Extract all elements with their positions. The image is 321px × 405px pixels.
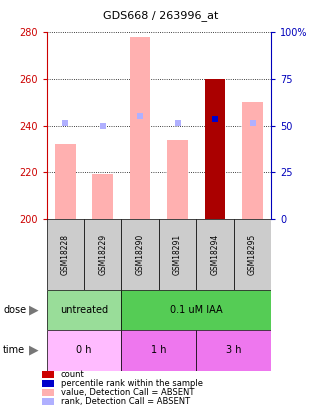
Text: GSM18290: GSM18290 [136, 234, 145, 275]
Bar [159, 219, 196, 290]
Text: 1 h: 1 h [151, 345, 167, 355]
Text: percentile rank within the sample: percentile rank within the sample [61, 379, 203, 388]
Text: 0.1 uM IAA: 0.1 uM IAA [170, 305, 223, 315]
Bar [84, 219, 121, 290]
Text: time: time [3, 345, 25, 355]
Bar [47, 290, 121, 330]
Text: GSM18294: GSM18294 [211, 234, 220, 275]
Bar [92, 175, 113, 219]
Text: count: count [61, 370, 85, 379]
Text: untreated: untreated [60, 305, 108, 315]
Text: GDS668 / 263996_at: GDS668 / 263996_at [103, 10, 218, 21]
Bar [47, 219, 84, 290]
Text: ▶: ▶ [29, 303, 39, 316]
Text: GSM18228: GSM18228 [61, 234, 70, 275]
Bar [196, 330, 271, 371]
Bar [47, 330, 121, 371]
Text: ▶: ▶ [29, 344, 39, 357]
Text: 3 h: 3 h [226, 345, 241, 355]
Text: GSM18291: GSM18291 [173, 234, 182, 275]
Bar [205, 79, 225, 219]
Text: dose: dose [3, 305, 26, 315]
Text: value, Detection Call = ABSENT: value, Detection Call = ABSENT [61, 388, 194, 397]
Bar [55, 144, 75, 219]
Text: GSM18229: GSM18229 [98, 234, 107, 275]
Bar [167, 139, 188, 219]
Bar [121, 219, 159, 290]
Text: 0 h: 0 h [76, 345, 92, 355]
Bar [130, 37, 151, 219]
Text: rank, Detection Call = ABSENT: rank, Detection Call = ABSENT [61, 397, 190, 405]
Bar [196, 219, 234, 290]
Bar [121, 290, 271, 330]
Text: GSM18295: GSM18295 [248, 234, 257, 275]
Bar [242, 102, 263, 219]
Bar [234, 219, 271, 290]
Bar [121, 330, 196, 371]
